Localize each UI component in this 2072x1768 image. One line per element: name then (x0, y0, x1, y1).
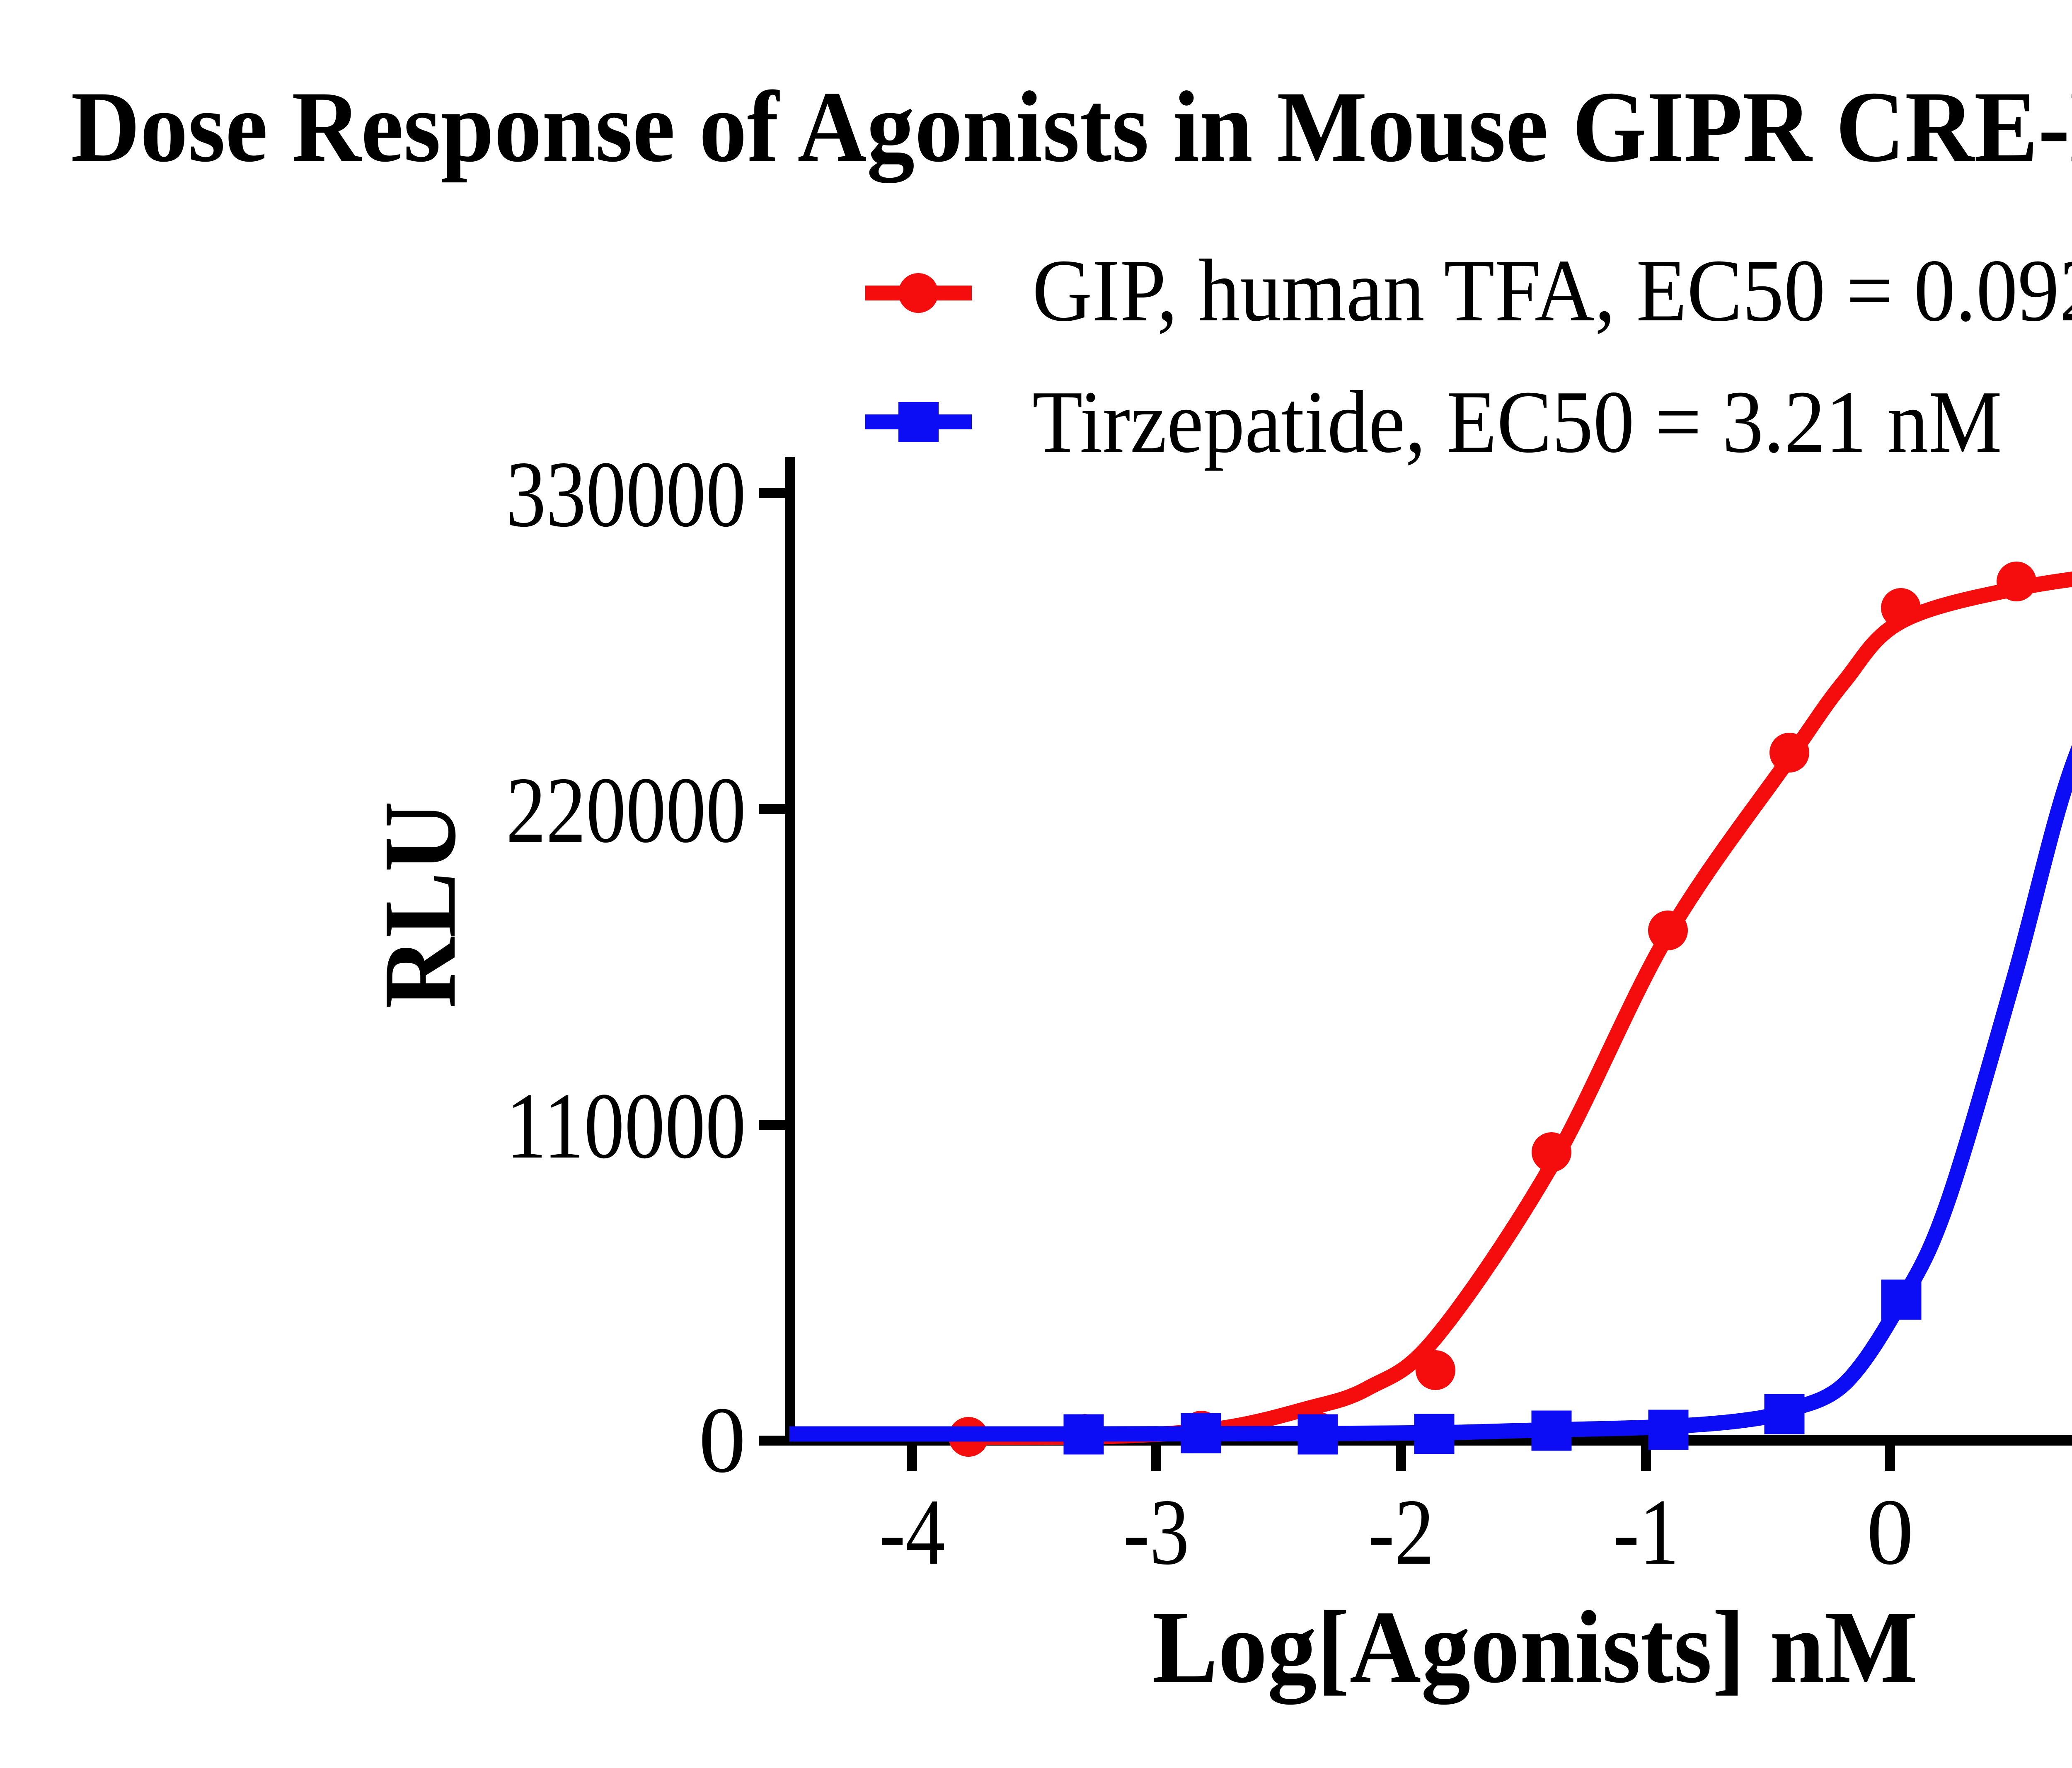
svg-text:-2: -2 (1368, 1480, 1434, 1584)
svg-text:Tirzepatide, EC50 = 3.21 nM: Tirzepatide, EC50 = 3.21 nM (1032, 372, 2002, 471)
svg-text:RLU: RLU (363, 801, 477, 1008)
svg-text:110000: 110000 (506, 1074, 746, 1178)
svg-text:0: 0 (1866, 1480, 1914, 1584)
svg-text:-1: -1 (1613, 1480, 1679, 1584)
svg-text:-4: -4 (879, 1480, 945, 1584)
svg-text:220000: 220000 (506, 758, 746, 862)
svg-text:GIP, human TFA, EC50 = 0.092 n: GIP, human TFA, EC50 = 0.092 nM (1032, 241, 2072, 340)
svg-text:330000: 330000 (506, 442, 746, 547)
svg-text:Log[Agonists] nM: Log[Agonists] nM (1152, 1590, 1918, 1705)
svg-text:-3: -3 (1123, 1480, 1189, 1584)
svg-text:Dose Response of Agonists in M: Dose Response of Agonists in Mouse GIPR … (71, 70, 2072, 183)
svg-text:0: 0 (699, 1388, 746, 1492)
